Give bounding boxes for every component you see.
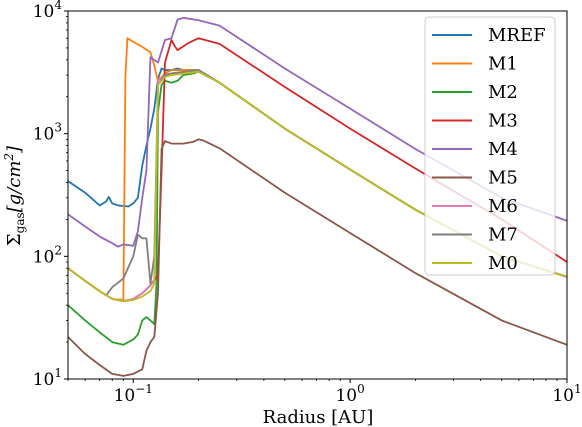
x-axis-label: Radius [AU]: [263, 407, 374, 427]
y-tick-label: 103: [33, 121, 62, 145]
plot-frame: [67, 10, 568, 380]
legend-item-mref: MREF: [432, 25, 546, 46]
legend-label: M4: [488, 139, 518, 160]
legend-label: M1: [488, 54, 518, 75]
y-tick-label: 102: [33, 243, 62, 267]
legend-item-m0: M0: [432, 253, 518, 274]
legend-item-m2: M2: [432, 82, 518, 103]
series-line-m4: [68, 16, 567, 248]
legend: MREF M1 M2 M3 M4 M5 M6 M7 M0: [424, 16, 556, 276]
legend-label: M7: [488, 225, 518, 246]
legend-item-m5: M5: [432, 168, 518, 189]
legend-item-m6: M6: [432, 196, 518, 217]
legend-frame: [424, 16, 556, 276]
legend-item-m3: M3: [432, 111, 518, 132]
legend-label: M6: [488, 196, 518, 217]
legend-item-m4: M4: [432, 139, 518, 160]
y-tick-label: 101: [33, 366, 62, 390]
y-axis-label: Σgas[g/cm2]: [2, 145, 27, 246]
legend-label: M2: [488, 82, 518, 103]
legend-label: M5: [488, 168, 518, 189]
legend-label: M3: [488, 111, 518, 132]
series-layer: [68, 16, 567, 377]
legend-item-m7: M7: [432, 225, 518, 246]
y-tick-label: 104: [33, 0, 63, 22]
series-line-m0: [68, 70, 567, 303]
x-tick-label: 100: [335, 382, 364, 406]
x-tick-label: 10−1: [114, 382, 153, 406]
legend-label: M0: [488, 253, 518, 274]
legend-label: MREF: [488, 25, 546, 46]
x-tick-label: 101: [552, 382, 581, 406]
series-line-m5: [68, 138, 567, 377]
ticks-layer: 10−1 100 101 101 102 103 104: [33, 0, 582, 406]
legend-item-m1: M1: [432, 54, 518, 75]
